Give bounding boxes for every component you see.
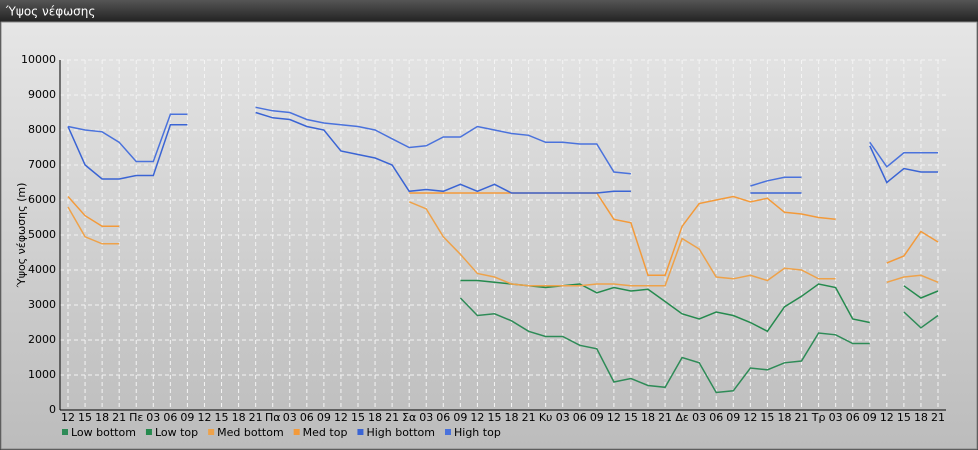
x-tick-label: 15: [487, 411, 501, 424]
x-tick-label: Κυ: [539, 411, 553, 424]
y-tick-label: 1000: [28, 368, 56, 381]
x-tick-label: 06: [709, 411, 723, 424]
x-tick-label: 12: [61, 411, 75, 424]
x-tick-label: 15: [78, 411, 92, 424]
title-bar: [0, 0, 978, 22]
x-tick-label: 15: [351, 411, 365, 424]
x-tick-label: Πα: [265, 411, 281, 424]
y-axis-title: Ύψος νέφωσης (m): [15, 183, 28, 289]
x-tick-label: 15: [624, 411, 638, 424]
y-tick-label: 9000: [28, 88, 56, 101]
series-line: [67, 201, 939, 287]
x-tick-label: 03: [146, 411, 160, 424]
x-tick-label: 12: [470, 411, 484, 424]
x-tick-label: Σα: [402, 411, 416, 424]
y-tick-label: 10000: [21, 53, 56, 66]
x-tick-label: 03: [419, 411, 433, 424]
x-tick-label: Πε: [129, 411, 143, 424]
legend-label: Low top: [155, 426, 198, 439]
x-tick-label: 12: [743, 411, 757, 424]
x-tick-label: 18: [505, 411, 519, 424]
x-tick-label: 21: [795, 411, 809, 424]
y-tick-label: 0: [49, 403, 56, 416]
y-tick-label: 8000: [28, 123, 56, 136]
x-tick-label: 21: [249, 411, 263, 424]
legend-label: Med top: [303, 426, 348, 439]
x-tick-label: 21: [522, 411, 536, 424]
x-tick-label: 09: [453, 411, 467, 424]
x-tick-label: 12: [197, 411, 211, 424]
x-tick-label: 15: [897, 411, 911, 424]
legend-swatch: [208, 429, 215, 435]
x-tick-label: 18: [914, 411, 928, 424]
legend-label: High top: [454, 426, 501, 439]
series-line: [67, 111, 938, 194]
x-tick-label: 03: [556, 411, 570, 424]
y-tick-label: 5000: [28, 228, 56, 241]
x-tick-label: 03: [283, 411, 297, 424]
x-tick-label: 12: [607, 411, 621, 424]
legend-swatch: [293, 429, 300, 435]
x-tick-label: 18: [232, 411, 246, 424]
y-tick-label: 6000: [28, 193, 56, 206]
x-tick-label: 06: [573, 411, 587, 424]
x-tick-label: 09: [590, 411, 604, 424]
x-tick-label: 12: [334, 411, 348, 424]
x-tick-label: 21: [385, 411, 399, 424]
x-tick-label: 21: [931, 411, 945, 424]
y-tick-label: 7000: [28, 158, 56, 171]
x-tick-label: Δε: [675, 411, 689, 424]
x-tick-label: 03: [829, 411, 843, 424]
legend-swatch: [445, 429, 451, 435]
legend-label: Low bottom: [71, 426, 136, 439]
x-tick-label: 18: [368, 411, 382, 424]
legend-label: Med bottom: [217, 426, 284, 439]
window-title: Ύψος νέφωσης: [5, 5, 95, 19]
legend-swatch: [62, 429, 68, 435]
x-tick-label: 09: [863, 411, 877, 424]
x-tick-label: 18: [95, 411, 109, 424]
series-line: [67, 106, 938, 187]
y-tick-label: 4000: [28, 263, 56, 276]
x-tick-label: 06: [300, 411, 314, 424]
x-tick-label: 15: [215, 411, 229, 424]
legend-label: High bottom: [366, 426, 435, 439]
x-tick-label: 09: [726, 411, 740, 424]
x-tick-label: 06: [436, 411, 450, 424]
x-tick-label: 12: [880, 411, 894, 424]
x-tick-label: 06: [846, 411, 860, 424]
x-tick-label: Τρ: [811, 411, 826, 424]
y-tick-label: 2000: [28, 333, 56, 346]
y-tick-label: 3000: [28, 298, 56, 311]
legend-swatch: [145, 429, 152, 435]
x-tick-label: 06: [163, 411, 177, 424]
x-tick-label: 18: [641, 411, 655, 424]
series-line: [67, 192, 939, 277]
x-tick-label: 21: [658, 411, 672, 424]
x-tick-label: 18: [777, 411, 791, 424]
x-tick-label: 21: [112, 411, 126, 424]
x-tick-label: 15: [760, 411, 774, 424]
x-tick-label: 09: [180, 411, 194, 424]
x-tick-label: 09: [317, 411, 331, 424]
series-line: [459, 297, 939, 394]
legend-swatch: [357, 429, 364, 435]
x-tick-label: 03: [692, 411, 706, 424]
